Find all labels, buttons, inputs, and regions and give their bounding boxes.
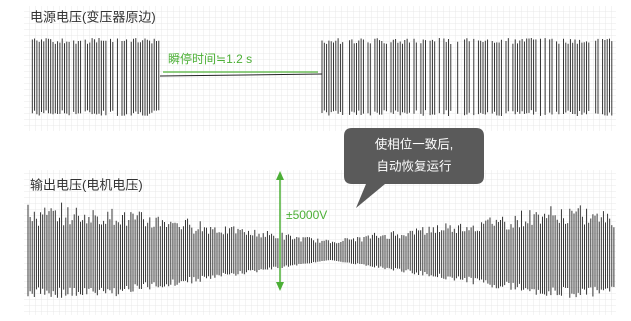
- motor-waveform: [27, 202, 615, 298]
- amplitude-arrow: [276, 171, 284, 291]
- supply-waveform: [321, 38, 613, 116]
- callout-line: 自动恢复运行: [376, 159, 451, 173]
- supply-waveform: [31, 38, 160, 116]
- gap-label: 瞬停时间≒1.2 s: [168, 51, 252, 66]
- waveforms: [27, 38, 615, 298]
- amplitude-label: ±5000V: [286, 208, 327, 222]
- callout-line: 使相位一致后,: [375, 136, 453, 151]
- panel-title: 输出电压(电机电压): [30, 177, 143, 192]
- panel-title: 电源电压(变压器原边): [30, 9, 156, 24]
- callout: 使相位一致后, 自动恢复运行: [344, 128, 484, 208]
- flat-line: [159, 73, 323, 77]
